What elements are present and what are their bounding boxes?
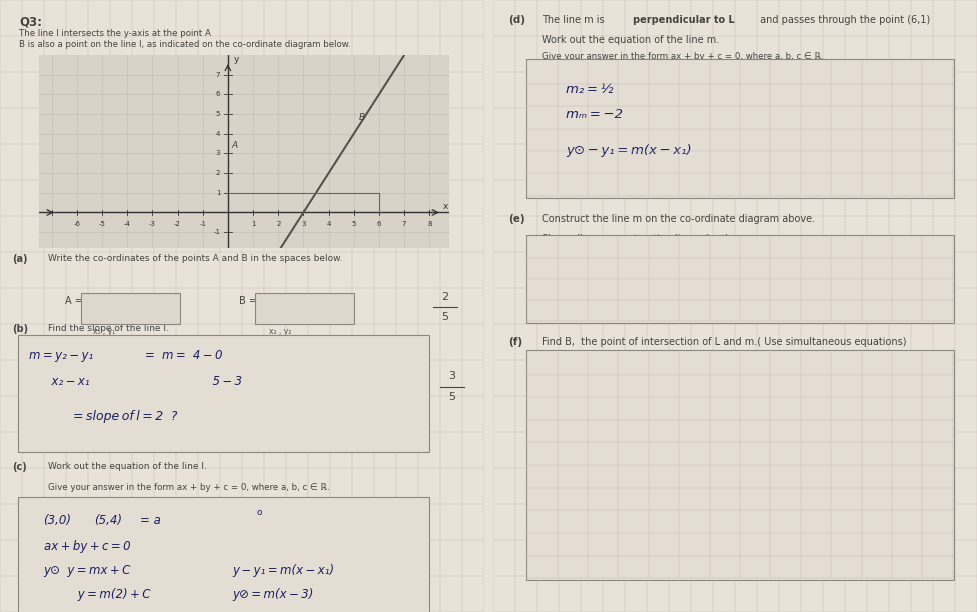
Text: Find the slope of the line l.: Find the slope of the line l. xyxy=(49,324,169,334)
Text: 6: 6 xyxy=(377,222,381,227)
Text: Write the co-ordinates of the points A and B in the spaces below.: Write the co-ordinates of the points A a… xyxy=(49,254,343,263)
Text: 5: 5 xyxy=(442,312,448,322)
Text: y: y xyxy=(234,56,239,64)
Text: 3: 3 xyxy=(448,371,455,381)
Text: ax + by + c = 0: ax + by + c = 0 xyxy=(44,540,130,553)
Text: x: x xyxy=(443,201,448,211)
Text: 5: 5 xyxy=(448,392,455,401)
Text: 3: 3 xyxy=(301,222,306,227)
FancyBboxPatch shape xyxy=(18,497,430,612)
Text: =   m =   4 − 0: = m = 4 − 0 xyxy=(145,349,223,362)
Text: B =: B = xyxy=(239,296,257,306)
Text: mₘ = −2: mₘ = −2 xyxy=(566,108,623,121)
Text: y⊙ − y₁ = m(x − x₁): y⊙ − y₁ = m(x − x₁) xyxy=(566,144,692,157)
Text: and passes through the point (6,1): and passes through the point (6,1) xyxy=(757,15,930,25)
Text: -5: -5 xyxy=(99,222,106,227)
Text: y°⁰⁶ = mx − 3: y°⁰⁶ = mx − 3 xyxy=(44,611,121,612)
Text: Give your answer in the form ax + by + c = 0, where a, b, c ∈ ℝ.: Give your answer in the form ax + by + c… xyxy=(541,52,824,61)
Text: 5: 5 xyxy=(352,222,356,227)
Text: 2: 2 xyxy=(442,292,448,302)
FancyBboxPatch shape xyxy=(255,293,354,324)
Text: 5: 5 xyxy=(216,111,221,117)
Text: -1: -1 xyxy=(199,222,206,227)
Text: (c): (c) xyxy=(12,462,26,472)
Text: (e): (e) xyxy=(508,214,525,224)
Text: (d): (d) xyxy=(508,15,525,25)
Text: = a: = a xyxy=(141,514,161,527)
Text: (3,0): (3,0) xyxy=(44,514,71,527)
Text: Show all your construction lines clearly.: Show all your construction lines clearly… xyxy=(541,234,735,244)
Text: 4: 4 xyxy=(326,222,331,227)
FancyBboxPatch shape xyxy=(18,335,430,452)
Text: (5,4): (5,4) xyxy=(95,514,122,527)
Text: A =: A = xyxy=(65,296,83,306)
Text: -2: -2 xyxy=(174,222,181,227)
Text: o: o xyxy=(256,508,262,517)
Text: perpendicular to L: perpendicular to L xyxy=(633,15,735,25)
Text: (5, 4): (5, 4) xyxy=(283,300,325,314)
Text: 8: 8 xyxy=(427,222,432,227)
Text: A: A xyxy=(232,141,237,149)
FancyBboxPatch shape xyxy=(526,59,955,198)
Text: (a): (a) xyxy=(12,254,27,264)
Text: m = y₂ − y₁: m = y₂ − y₁ xyxy=(29,349,93,362)
Text: 4: 4 xyxy=(216,131,221,136)
Text: Give your answer in the form ax + by + c = 0, where a, b, c ∈ ℝ.: Give your answer in the form ax + by + c… xyxy=(49,483,330,493)
FancyBboxPatch shape xyxy=(526,350,955,580)
Text: -3: -3 xyxy=(149,222,156,227)
FancyBboxPatch shape xyxy=(81,293,180,324)
Text: m₂ = ½: m₂ = ½ xyxy=(566,83,614,95)
Text: 7: 7 xyxy=(402,222,406,227)
Text: -6: -6 xyxy=(73,222,80,227)
Text: 7: 7 xyxy=(216,72,221,78)
Text: B is also a point on the line l, as indicated on the co-ordinate diagram below.: B is also a point on the line l, as indi… xyxy=(20,40,351,49)
Text: The line m is: The line m is xyxy=(541,15,608,25)
Text: -4: -4 xyxy=(124,222,131,227)
Text: (f): (f) xyxy=(508,337,522,346)
Text: Work out the equation of the line m.: Work out the equation of the line m. xyxy=(541,35,719,45)
Text: y = m(2) + C: y = m(2) + C xyxy=(44,588,150,600)
Text: (3, 0): (3, 0) xyxy=(109,300,151,314)
Text: y⊘ = m(x − 3): y⊘ = m(x − 3) xyxy=(233,588,314,600)
Text: y⊙  y = mx + C: y⊙ y = mx + C xyxy=(44,564,131,577)
Text: = slope of l = 2   ?: = slope of l = 2 ? xyxy=(72,410,177,423)
Text: 6: 6 xyxy=(216,91,221,97)
Text: 1: 1 xyxy=(216,190,221,196)
Text: x₁ , y₁: x₁ , y₁ xyxy=(93,327,115,337)
Text: x₂ − x₁: x₂ − x₁ xyxy=(29,375,90,387)
Text: 3: 3 xyxy=(216,151,221,157)
Text: (b): (b) xyxy=(12,324,28,334)
Text: Work out the equation of the line l.: Work out the equation of the line l. xyxy=(49,462,207,471)
Text: y − y₁ = m(x − x₁): y − y₁ = m(x − x₁) xyxy=(233,564,334,577)
Text: x₂ , y₂: x₂ , y₂ xyxy=(270,327,292,337)
Text: 5 − 3: 5 − 3 xyxy=(145,375,242,387)
Text: Find B,  the point of intersection of L and m.( Use simultaneous equations): Find B, the point of intersection of L a… xyxy=(541,337,907,346)
Text: 2: 2 xyxy=(216,170,221,176)
Text: B: B xyxy=(359,113,365,122)
Text: The line l intersects the y-axis at the point A: The line l intersects the y-axis at the … xyxy=(20,29,211,38)
Text: 2: 2 xyxy=(276,222,280,227)
FancyBboxPatch shape xyxy=(526,235,955,323)
Text: Q3:: Q3: xyxy=(20,15,42,28)
Text: 1: 1 xyxy=(251,222,255,227)
Text: Construct the line m on the co-ordinate diagram above.: Construct the line m on the co-ordinate … xyxy=(541,214,815,224)
Text: -1: -1 xyxy=(213,229,221,235)
